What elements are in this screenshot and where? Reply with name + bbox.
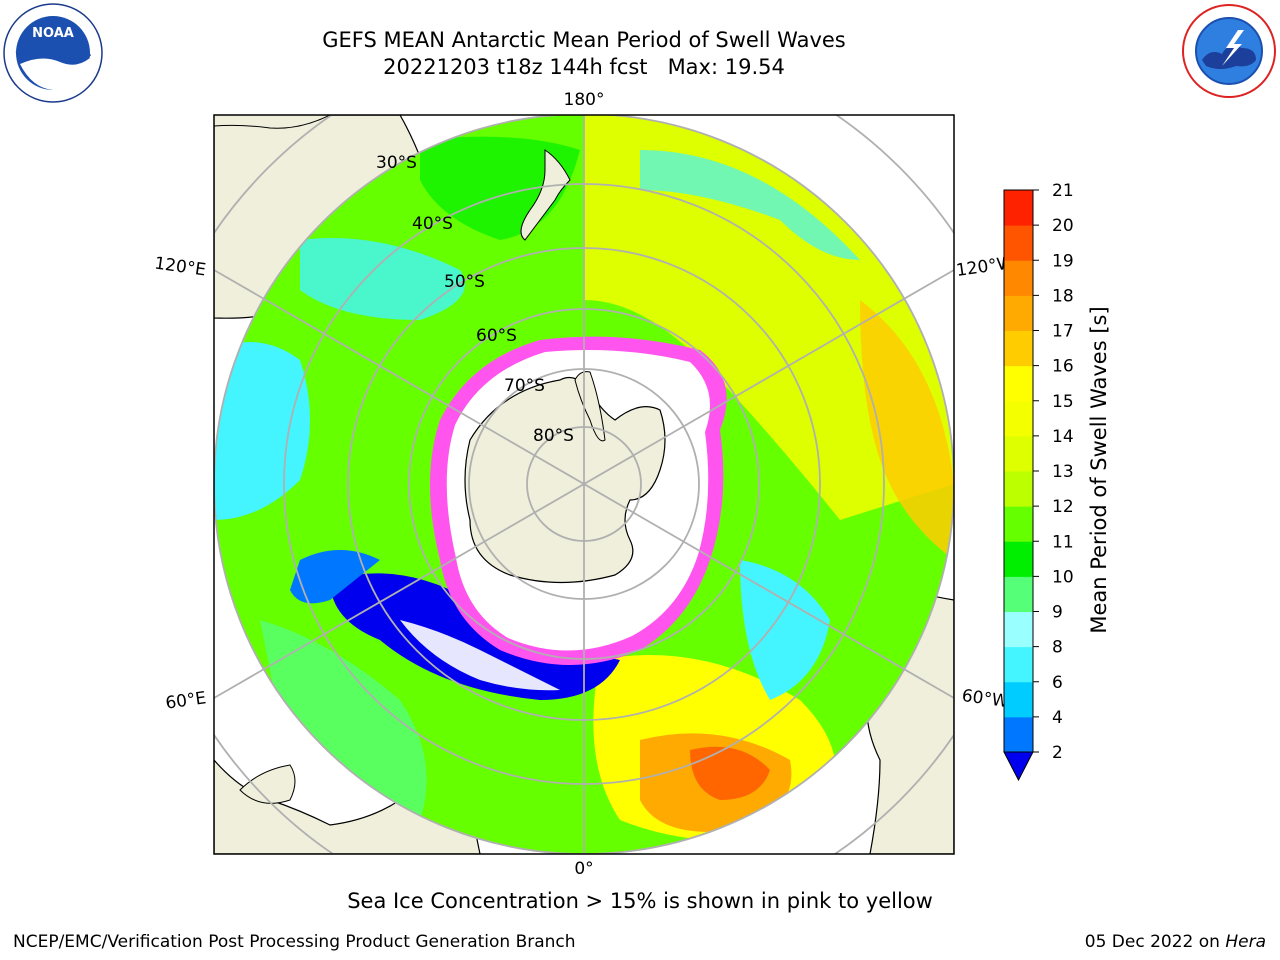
- map-panel: 30°S 40°S 50°S 60°S 70°S 80°S: [214, 115, 954, 854]
- colorbar-tick-label: 8: [1052, 638, 1063, 658]
- lat-label-70: 70°S: [504, 376, 545, 396]
- lat-label-50: 50°S: [444, 272, 485, 292]
- colorbar-tick-label: 20: [1052, 216, 1074, 236]
- colorbar-label: Mean Period of Swell Waves [s]: [1087, 306, 1111, 633]
- graticule: [214, 115, 954, 854]
- colorbar-segment: [1004, 646, 1033, 683]
- lat-label-80: 80°S: [533, 426, 574, 446]
- nws-logo-icon: [1182, 4, 1276, 98]
- lon-label-180: 180°: [564, 90, 605, 110]
- colorbar-segment: [1004, 506, 1033, 542]
- lat-label-60: 60°S: [476, 326, 517, 346]
- colorbar: 2 4 6 8 9 10 11 12 13 14 15 16 17 18 19 20 21: [1003, 181, 1074, 782]
- lon-label-60e: 60°E: [164, 688, 207, 713]
- lon-label-0: 0°: [574, 859, 593, 879]
- chart-title: GEFS MEAN Antarctic Mean Period of Swell…: [322, 28, 846, 52]
- colorbar-tick-label: 4: [1052, 708, 1063, 728]
- noaa-logo-icon: NOAA: [3, 3, 103, 103]
- colorbar-segment: [1004, 260, 1033, 296]
- footer-credit: NCEP/EMC/Verification Post Processing Pr…: [13, 932, 576, 952]
- colorbar-tick-label: 13: [1052, 462, 1074, 482]
- colorbar-segment: [1004, 471, 1033, 507]
- colorbar-tick-label: 17: [1052, 322, 1074, 342]
- colorbar-segment: [1004, 611, 1033, 648]
- colorbar-tick-label: 9: [1052, 603, 1063, 623]
- colorbar-segment: [1004, 716, 1033, 753]
- colorbar-tick-label: 15: [1052, 392, 1074, 412]
- colorbar-tick-label: 14: [1052, 427, 1074, 447]
- footer-machine: Hera: [1225, 932, 1266, 952]
- colorbar-segment: [1004, 365, 1033, 402]
- colorbar-segment: [1004, 576, 1033, 612]
- lon-label-120e: 120°E: [153, 254, 207, 281]
- new-zealand: [520, 149, 571, 241]
- colorbar-tick-label: 19: [1052, 251, 1074, 271]
- colorbar-segment: [1004, 295, 1033, 331]
- colorbar-segment: [1004, 541, 1033, 577]
- antarctic-peninsula: [574, 371, 606, 442]
- chart-subtitle: 20221203 t18z 144h fcst Max: 19.54: [383, 55, 785, 79]
- sea-ice-note: Sea Ice Concentration > 15% is shown in …: [347, 889, 933, 913]
- colorbar-segment: [1004, 435, 1033, 472]
- noaa-logo-text: NOAA: [32, 26, 74, 41]
- colorbar-segment: [1004, 225, 1033, 261]
- colorbar-tick-label: 12: [1052, 497, 1074, 517]
- colorbar-segment: [1004, 190, 1033, 226]
- colorbar-segment: [1004, 681, 1033, 718]
- map-frame: [213, 114, 955, 855]
- colorbar-tick-label: 18: [1052, 286, 1074, 306]
- colorbar-segment: [1004, 330, 1033, 367]
- colorbar-tick-label: 16: [1052, 357, 1074, 377]
- lon-label-60w: 60°W: [960, 686, 1009, 712]
- colorbar-extend-arrow: [1003, 751, 1034, 782]
- lat-label-30: 30°S: [376, 153, 417, 173]
- colorbar-tick-label: 21: [1052, 181, 1074, 201]
- colorbar-tick-label: 6: [1052, 673, 1063, 693]
- footer-date: 05 Dec 2022 on Hera: [1085, 932, 1266, 952]
- colorbar-tick-label: 11: [1052, 532, 1074, 552]
- colorbar-tick-label: 2: [1052, 743, 1063, 763]
- footer-date-text: 05 Dec 2022 on: [1084, 932, 1226, 952]
- colorbar-tick-label: 10: [1052, 567, 1074, 587]
- colorbar-segment: [1004, 400, 1033, 437]
- lat-label-40: 40°S: [412, 214, 453, 234]
